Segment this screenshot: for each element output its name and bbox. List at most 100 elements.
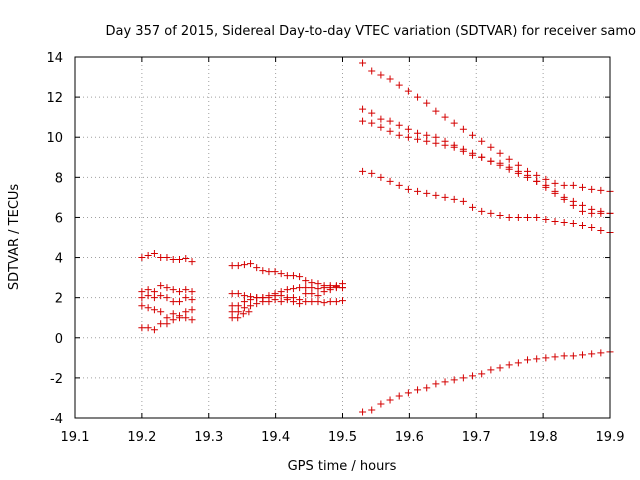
data-point [169, 310, 177, 318]
data-point [569, 181, 577, 189]
x-axis-label: GPS time / hours [288, 459, 397, 474]
y-tick-label: 12 [46, 91, 63, 106]
data-point [423, 137, 431, 145]
data-point [505, 213, 513, 221]
data-point [441, 113, 449, 121]
axis-ticks: 19.1 19.2 19.3 19.4 19.5 19.6 19.7 19.8 19.9 -4 -2… [46, 51, 624, 445]
data-point [289, 298, 297, 306]
data-point [377, 123, 385, 131]
data-point [551, 179, 559, 187]
data-point [157, 292, 165, 300]
data-point [450, 119, 458, 127]
data-point [265, 268, 273, 276]
x-tick-label: 19.2 [127, 430, 156, 445]
data-point [247, 260, 255, 268]
data-point [579, 201, 587, 209]
data-point [240, 261, 248, 269]
data-point [169, 298, 177, 306]
data-point [239, 310, 247, 318]
data-point [542, 215, 550, 223]
data-point [459, 374, 467, 382]
x-tick-label: 19.9 [596, 430, 625, 445]
data-point [386, 75, 394, 83]
data-point [514, 167, 522, 175]
data-point [588, 209, 596, 217]
y-tick-label: 4 [55, 252, 63, 267]
data-point [441, 193, 449, 201]
data-point [359, 105, 367, 113]
data-point [514, 213, 522, 221]
data-point [277, 292, 285, 300]
data-point [487, 209, 495, 217]
data-point [245, 308, 253, 316]
data-point [542, 354, 550, 362]
data-point [326, 286, 334, 294]
data-point [339, 284, 346, 292]
data-point [441, 378, 449, 386]
data-point [277, 298, 285, 306]
data-point [302, 298, 310, 306]
data-point [308, 290, 316, 298]
data-point [308, 298, 316, 306]
data-point [271, 268, 279, 276]
data-point [533, 355, 541, 363]
data-point [144, 252, 152, 260]
data-point [175, 256, 183, 264]
data-point [395, 392, 403, 400]
data-point [579, 351, 587, 359]
y-tick-label: 10 [46, 131, 63, 146]
data-point [359, 408, 367, 416]
data-point [432, 380, 440, 388]
data-point [332, 284, 340, 292]
data-point [169, 316, 177, 324]
data-point [588, 185, 596, 193]
data-point [524, 213, 532, 221]
data-point [514, 161, 522, 169]
data-point [441, 141, 449, 149]
data-point [560, 218, 568, 226]
data-point [138, 324, 146, 332]
data-point [175, 288, 183, 296]
data-point [450, 376, 458, 384]
data-point [569, 201, 577, 209]
data-point [175, 298, 183, 306]
data-point [157, 282, 165, 290]
data-point [469, 151, 477, 159]
data-point [524, 171, 532, 179]
data-point [332, 298, 340, 306]
data-point [524, 356, 532, 364]
data-point [505, 163, 513, 171]
plot-frame [74, 56, 611, 419]
x-tick-label: 19.1 [61, 430, 90, 445]
data-point [138, 288, 146, 296]
data-point [314, 285, 322, 293]
data-point [228, 290, 236, 298]
data-point [359, 167, 367, 175]
data-point [150, 294, 158, 302]
series-s10 [359, 348, 614, 416]
data-point [265, 298, 273, 306]
data-point [163, 320, 171, 328]
data-point [386, 117, 394, 125]
data-point [182, 286, 190, 294]
data-point [560, 352, 568, 360]
data-point [240, 304, 248, 312]
data-point [228, 302, 236, 310]
data-point [253, 264, 261, 272]
data-point [368, 67, 376, 75]
data-point [296, 300, 304, 308]
data-point [144, 324, 152, 332]
data-point [533, 171, 541, 179]
data-point [533, 177, 541, 185]
data-point [188, 258, 196, 266]
grid [75, 57, 610, 418]
series-s6 [359, 59, 614, 195]
data-point [150, 288, 158, 296]
data-point [314, 298, 322, 306]
data-point [496, 211, 504, 219]
data-point [450, 195, 458, 203]
data-point [259, 298, 267, 306]
y-tick-label: 6 [55, 211, 63, 226]
data-point [289, 272, 297, 280]
data-point [588, 223, 596, 231]
